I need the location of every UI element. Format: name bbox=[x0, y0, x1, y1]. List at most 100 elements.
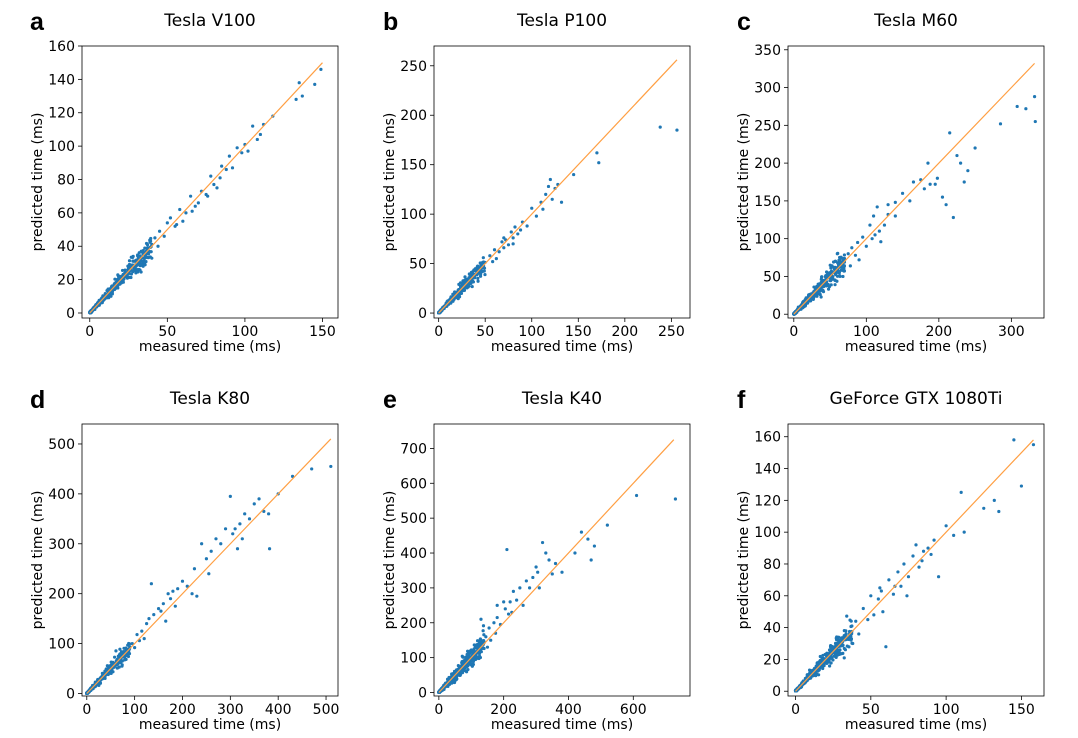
y-tick-label: 300 bbox=[754, 81, 781, 97]
scatter-point bbox=[827, 660, 831, 664]
y-tick-label: 100 bbox=[400, 651, 427, 667]
scatter-point bbox=[944, 524, 948, 528]
scatter-point bbox=[104, 669, 108, 673]
x-tick-label: 400 bbox=[555, 702, 582, 718]
y-tick-label: 0 bbox=[772, 307, 781, 323]
panel-letter: a bbox=[30, 8, 45, 36]
scatter-point bbox=[164, 619, 168, 623]
scatter-point bbox=[243, 512, 247, 516]
scatter-point bbox=[905, 594, 909, 598]
scatter-point bbox=[940, 195, 945, 199]
scatter-point bbox=[825, 272, 830, 277]
scatter-point bbox=[511, 236, 515, 240]
scatter-point bbox=[818, 292, 822, 297]
scatter-point bbox=[171, 589, 175, 593]
y-tick-label: 60 bbox=[763, 589, 781, 605]
scatter-point bbox=[868, 223, 872, 227]
scatter-point bbox=[861, 606, 865, 611]
scatter-point bbox=[817, 660, 822, 664]
y-tick-label: 350 bbox=[754, 43, 781, 59]
scatter-point bbox=[879, 589, 883, 593]
scatter-point bbox=[597, 161, 601, 165]
scatter-point bbox=[527, 586, 532, 590]
scatter-point bbox=[1019, 484, 1024, 488]
scatter-point bbox=[849, 638, 853, 642]
y-tick-label: 600 bbox=[400, 476, 427, 492]
scatter-point bbox=[534, 565, 538, 569]
scatter-point bbox=[962, 180, 966, 184]
scatter-point bbox=[553, 561, 558, 566]
chart-title: Tesla K80 bbox=[169, 389, 250, 409]
scatter-point bbox=[997, 509, 1001, 514]
scatter-point bbox=[240, 537, 244, 541]
x-tick-label: 150 bbox=[1008, 702, 1035, 718]
scatter-point bbox=[178, 207, 182, 212]
scatter-point bbox=[1032, 95, 1037, 99]
scatter-point bbox=[153, 236, 157, 240]
scatter-point bbox=[472, 647, 476, 651]
scatter-point bbox=[821, 653, 825, 658]
scatter-point bbox=[820, 665, 825, 670]
x-tick-label: 100 bbox=[121, 702, 148, 718]
scatter-point bbox=[833, 278, 837, 282]
y-tick-label: 50 bbox=[409, 257, 427, 273]
scatter-point bbox=[209, 549, 213, 553]
scatter-point bbox=[258, 132, 263, 137]
scatter-point bbox=[882, 223, 887, 227]
scatter-point bbox=[235, 146, 239, 150]
scatter-point bbox=[143, 260, 147, 264]
scatter-point bbox=[877, 229, 881, 233]
scatter-point bbox=[951, 215, 955, 220]
chart-title: Tesla P100 bbox=[516, 11, 607, 31]
scatter-point bbox=[143, 263, 147, 267]
scatter-point bbox=[846, 252, 850, 256]
scatter-point bbox=[230, 166, 235, 170]
scatter-point bbox=[952, 533, 956, 537]
panel-letter: f bbox=[737, 386, 746, 414]
scatter-point bbox=[463, 278, 467, 282]
scatter-point bbox=[893, 214, 897, 218]
scatter-point bbox=[231, 532, 235, 536]
scatter-point bbox=[829, 266, 833, 270]
scatter-point bbox=[200, 542, 204, 546]
y-tick-label: 200 bbox=[400, 108, 427, 124]
scatter-point bbox=[856, 240, 860, 245]
scatter-point bbox=[454, 668, 459, 672]
scatter-point bbox=[462, 288, 467, 292]
y-tick-label: 50 bbox=[763, 269, 781, 285]
scatter-point bbox=[215, 186, 219, 190]
scatter-point bbox=[112, 655, 117, 659]
y-tick-label: 100 bbox=[754, 525, 781, 541]
scatter-point bbox=[955, 153, 959, 158]
scatter-point bbox=[1031, 443, 1036, 447]
reference-line bbox=[438, 439, 675, 693]
scatter-point bbox=[479, 263, 483, 267]
x-tick-label: 100 bbox=[933, 702, 960, 718]
scatter-point bbox=[524, 579, 528, 583]
x-tick-label: 300 bbox=[998, 324, 1025, 340]
scatter-point bbox=[833, 283, 837, 287]
scatter-point bbox=[494, 257, 498, 261]
scatter-point bbox=[491, 260, 495, 264]
scatter-point bbox=[548, 177, 552, 182]
scatter-point bbox=[135, 633, 139, 637]
scatter-point bbox=[515, 598, 519, 602]
scatter-point bbox=[485, 645, 490, 649]
x-tick-label: 0 bbox=[791, 702, 800, 718]
scatter-point bbox=[823, 274, 827, 279]
scatter-point bbox=[966, 169, 970, 173]
scatter-point bbox=[1033, 119, 1037, 124]
scatter-point bbox=[521, 603, 525, 607]
scatter-point bbox=[502, 236, 506, 240]
y-tick-label: 120 bbox=[48, 106, 75, 122]
scatter-point bbox=[864, 244, 868, 248]
scatter-point bbox=[572, 172, 576, 177]
chart-title: GeForce GTX 1080Ti bbox=[830, 389, 1003, 409]
scatter-point bbox=[132, 259, 136, 263]
scatter-point bbox=[948, 131, 952, 135]
scatter-point bbox=[469, 662, 474, 666]
scatter-point bbox=[110, 284, 114, 288]
scatter-point bbox=[497, 250, 501, 254]
y-tick-label: 40 bbox=[763, 621, 781, 637]
scatter-point bbox=[908, 199, 912, 203]
